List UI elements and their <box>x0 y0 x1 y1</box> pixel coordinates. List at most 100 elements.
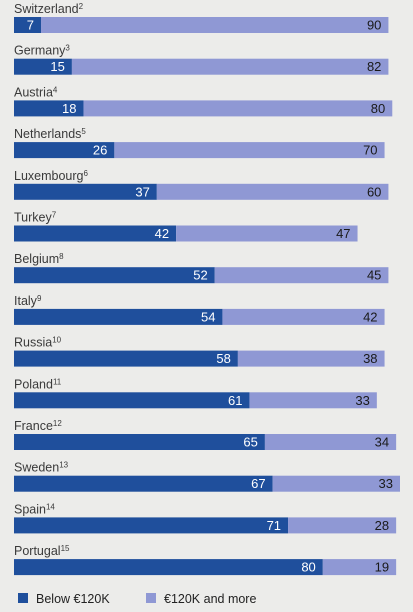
value-label-120k-and-more: 42 <box>363 309 377 324</box>
country-label: Belgium8 <box>14 252 64 266</box>
bar-120k-and-more <box>222 308 385 325</box>
country-label: Poland11 <box>14 377 62 391</box>
country-label: Germany3 <box>14 44 70 58</box>
bar-row-netherlands: Netherlands5 26 70 <box>14 127 385 159</box>
country-footnote-marker: 4 <box>53 85 58 94</box>
legend: Below €120K €120K and more <box>18 592 256 606</box>
value-label-below-120k: 7 <box>27 18 34 33</box>
country-label: Sweden13 <box>14 461 69 475</box>
value-label-below-120k: 37 <box>135 184 149 199</box>
bar-row-switzerland: Switzerland2 7 90 <box>14 2 389 33</box>
bar-120k-and-more <box>41 17 389 33</box>
legend-label-120k-and-more: €120K and more <box>164 592 256 606</box>
bar-120k-and-more <box>288 517 397 534</box>
legend-swatch-below-120k <box>18 593 28 603</box>
bar-below-120k <box>14 267 215 284</box>
bar-below-120k <box>14 58 72 75</box>
country-label: Portugal15 <box>14 544 70 558</box>
bar-below-120k <box>14 559 323 576</box>
country-footnote-marker: 6 <box>84 169 89 178</box>
value-label-below-120k: 65 <box>243 435 257 450</box>
value-label-120k-and-more: 34 <box>375 435 389 450</box>
country-footnote-marker: 12 <box>53 419 62 428</box>
bar-row-austria: Austria4 18 80 <box>14 85 393 117</box>
country-label: Switzerland2 <box>14 2 84 16</box>
bar-below-120k <box>14 183 157 200</box>
value-label-below-120k: 42 <box>155 226 169 241</box>
value-label-120k-and-more: 19 <box>375 560 389 575</box>
bar-row-spain: Spain14 71 28 <box>14 502 397 534</box>
bar-120k-and-more <box>71 58 389 75</box>
value-label-below-120k: 80 <box>301 560 315 575</box>
bar-row-portugal: Portugal15 80 19 <box>14 544 397 576</box>
bar-120k-and-more <box>249 392 377 409</box>
bar-120k-and-more <box>264 434 397 450</box>
country-label: Austria4 <box>14 85 58 99</box>
value-label-below-120k: 54 <box>201 309 215 324</box>
value-label-120k-and-more: 60 <box>367 184 381 199</box>
country-label: Italy9 <box>14 294 42 308</box>
value-label-below-120k: 61 <box>228 393 242 408</box>
country-label: Russia10 <box>14 336 62 350</box>
country-footnote-marker: 2 <box>79 2 84 11</box>
bar-row-luxembourg: Luxembourg6 37 60 <box>14 169 389 200</box>
bar-below-120k <box>14 434 265 450</box>
value-label-below-120k: 15 <box>50 59 64 74</box>
bar-row-france: France12 65 34 <box>14 419 397 450</box>
country-label: Luxembourg6 <box>14 169 89 183</box>
bar-row-turkey: Turkey7 42 47 <box>14 211 358 242</box>
country-label: Turkey7 <box>14 211 57 225</box>
bar-row-italy: Italy9 54 42 <box>14 294 385 325</box>
bar-below-120k <box>14 392 250 409</box>
stacked-bar-chart: Switzerland2 7 90 Germany3 15 82 Austria4 18 80 N… <box>4 0 410 612</box>
value-label-below-120k: 67 <box>251 476 265 491</box>
bar-120k-and-more <box>83 100 393 117</box>
bar-below-120k <box>14 225 177 242</box>
bar-120k-and-more <box>114 142 385 159</box>
bar-row-russia: Russia10 58 38 <box>14 336 385 367</box>
country-footnote-marker: 11 <box>53 377 62 386</box>
bar-below-120k <box>14 475 273 492</box>
bar-120k-and-more <box>322 559 397 576</box>
value-label-120k-and-more: 90 <box>367 18 381 33</box>
bar-120k-and-more <box>156 183 389 200</box>
value-label-120k-and-more: 38 <box>363 351 377 366</box>
bar-below-120k <box>14 517 289 534</box>
bar-below-120k <box>14 350 238 367</box>
bar-row-belgium: Belgium8 52 45 <box>14 252 389 284</box>
bar-below-120k <box>14 17 42 33</box>
country-footnote-marker: 9 <box>37 294 42 303</box>
bar-below-120k <box>14 142 115 159</box>
bar-120k-and-more <box>214 267 389 284</box>
country-label: Spain14 <box>14 502 55 516</box>
bar-row-sweden: Sweden13 67 33 <box>14 461 400 492</box>
value-label-120k-and-more: 45 <box>367 268 381 283</box>
value-label-below-120k: 52 <box>193 268 207 283</box>
value-label-below-120k: 18 <box>62 101 76 116</box>
country-footnote-marker: 8 <box>59 252 64 261</box>
value-label-below-120k: 71 <box>267 518 281 533</box>
country-label: France12 <box>14 419 62 433</box>
country-label: Netherlands5 <box>14 127 86 141</box>
country-footnote-marker: 15 <box>61 544 70 553</box>
value-label-120k-and-more: 47 <box>336 226 350 241</box>
value-label-below-120k: 58 <box>216 351 230 366</box>
value-label-below-120k: 26 <box>93 143 107 158</box>
bar-120k-and-more <box>237 350 385 367</box>
value-label-120k-and-more: 28 <box>375 518 389 533</box>
value-label-120k-and-more: 33 <box>379 476 393 491</box>
value-label-120k-and-more: 70 <box>363 143 377 158</box>
country-footnote-marker: 14 <box>46 502 55 511</box>
bar-120k-and-more <box>272 475 400 492</box>
country-footnote-marker: 13 <box>59 461 68 470</box>
country-footnote-marker: 7 <box>52 211 57 220</box>
bar-below-120k <box>14 100 84 117</box>
value-label-120k-and-more: 82 <box>367 59 381 74</box>
bar-row-poland: Poland11 61 33 <box>14 377 377 409</box>
country-footnote-marker: 10 <box>52 336 61 345</box>
bar-120k-and-more <box>176 225 358 242</box>
legend-swatch-120k-and-more <box>146 593 156 603</box>
country-footnote-marker: 5 <box>81 127 86 136</box>
